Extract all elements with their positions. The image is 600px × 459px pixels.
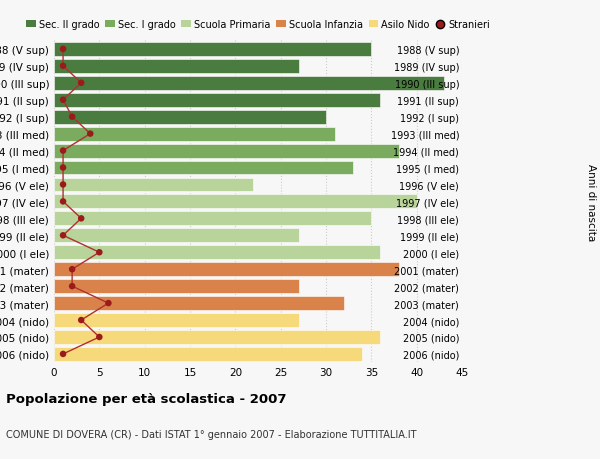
Point [85, 131, 95, 138]
Text: Anni di nascita: Anni di nascita [586, 163, 596, 241]
Bar [54, 347, 362, 361]
Bar [54, 94, 380, 107]
Point [58, 198, 68, 206]
Bar [54, 195, 416, 209]
Point [76, 215, 86, 223]
Point [58, 46, 68, 53]
Bar [54, 128, 335, 141]
Text: COMUNE DI DOVERA (CR) - Dati ISTAT 1° gennaio 2007 - Elaborazione TUTTITALIA.IT: COMUNE DI DOVERA (CR) - Dati ISTAT 1° ge… [6, 429, 416, 439]
Bar [54, 330, 380, 344]
Point [58, 164, 68, 172]
Bar [54, 297, 344, 310]
Point [67, 266, 77, 273]
Point [76, 317, 86, 324]
Point [95, 334, 104, 341]
Bar [54, 77, 444, 90]
Bar [54, 313, 299, 327]
Bar [54, 144, 398, 158]
Bar [54, 111, 326, 124]
Bar [54, 280, 299, 293]
Bar [54, 161, 353, 175]
Legend: Sec. II grado, Sec. I grado, Scuola Primaria, Scuola Infanzia, Asilo Nido, Stran: Sec. II grado, Sec. I grado, Scuola Prim… [26, 20, 490, 30]
Bar [54, 43, 371, 57]
Point [76, 80, 86, 87]
Point [104, 300, 113, 307]
Point [58, 351, 68, 358]
Point [58, 232, 68, 240]
Bar [54, 263, 398, 276]
Point [67, 114, 77, 121]
Point [58, 147, 68, 155]
Point [67, 283, 77, 290]
Bar [54, 212, 371, 226]
Point [95, 249, 104, 257]
Bar [54, 246, 380, 260]
Bar [54, 178, 253, 192]
Bar [54, 60, 299, 73]
Point [58, 97, 68, 104]
Bar [54, 229, 299, 243]
Text: Popolazione per età scolastica - 2007: Popolazione per età scolastica - 2007 [6, 392, 287, 405]
Point [58, 63, 68, 70]
Point [58, 181, 68, 189]
